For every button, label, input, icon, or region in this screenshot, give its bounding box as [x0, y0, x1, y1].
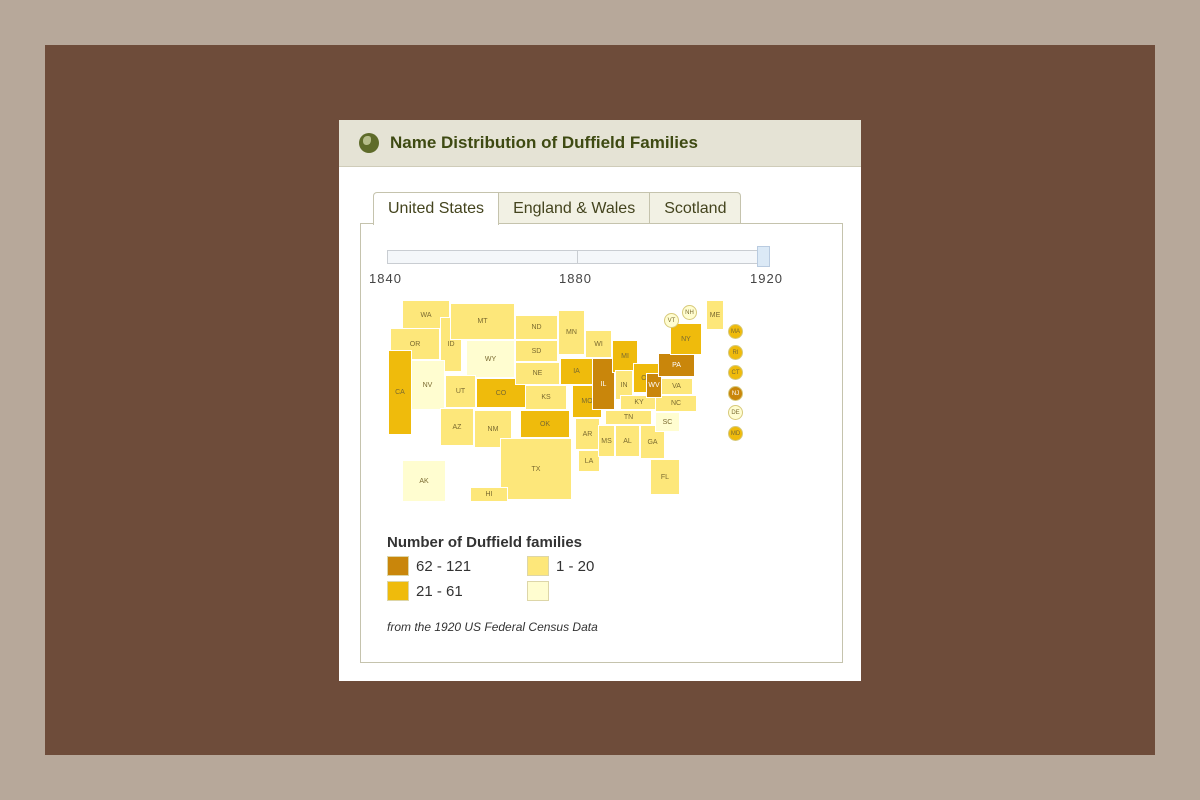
us-map: WA OR ID MT WY NV CA UT CO AZ NM ND SD NE KS OK TX MN IA MO… — [388, 297, 748, 509]
state-callout-vt[interactable]: VT — [664, 313, 679, 328]
legend-item: 62 - 121 — [387, 556, 471, 576]
state-mt[interactable]: MT — [450, 303, 515, 340]
legend-swatch — [387, 556, 409, 576]
state-nc[interactable]: NC — [655, 395, 697, 412]
legend-label: 21 - 61 — [416, 582, 463, 600]
state-va[interactable]: VA — [660, 378, 693, 395]
widget-title: Name Distribution of Duffield Families — [390, 133, 698, 152]
state-callout-md[interactable]: MD — [728, 426, 743, 441]
tab-panel: 1840 1880 1920 WA OR ID MT WY NV CA UT CO AZ NM ND S… — [360, 223, 843, 663]
state-callout-de[interactable]: DE — [728, 405, 743, 420]
legend-label: 1 - 20 — [556, 557, 595, 575]
state-tn[interactable]: TN — [605, 410, 652, 425]
legend-item: 21 - 61 — [387, 581, 463, 601]
legend-item: 1 - 20 — [527, 556, 594, 576]
year-slider-track[interactable] — [387, 250, 769, 264]
state-wv[interactable]: WV — [646, 373, 662, 398]
state-callout-nh[interactable]: NH — [682, 305, 697, 320]
state-ok[interactable]: OK — [520, 410, 570, 438]
state-sd[interactable]: SD — [515, 340, 558, 362]
state-wi[interactable]: WI — [585, 330, 612, 358]
state-hi[interactable]: HI — [470, 487, 508, 502]
legend-swatch — [527, 556, 549, 576]
state-ny[interactable]: NY — [670, 323, 702, 355]
tab-england-wales[interactable]: England & Wales — [499, 192, 651, 224]
legend-item — [527, 581, 556, 601]
state-ak[interactable]: AK — [402, 460, 446, 502]
state-callout-ma[interactable]: MA — [728, 324, 743, 339]
state-wy[interactable]: WY — [466, 340, 515, 378]
state-tx[interactable]: TX — [500, 438, 572, 500]
tick-1840: 1840 — [369, 271, 402, 286]
tab-scotland[interactable]: Scotland — [650, 192, 742, 224]
state-callout-nj[interactable]: NJ — [728, 386, 743, 401]
state-me[interactable]: ME — [706, 300, 724, 330]
state-callout-ct[interactable]: CT — [728, 365, 743, 380]
state-mi[interactable]: MI — [612, 340, 638, 373]
legend-title: Number of Duffield families — [387, 534, 583, 551]
country-tabs: United States England & Wales Scotland — [373, 192, 742, 225]
tick-1920: 1920 — [750, 271, 783, 286]
tab-united-states[interactable]: United States — [373, 192, 500, 225]
state-sc[interactable]: SC — [655, 412, 680, 432]
state-pa[interactable]: PA — [658, 353, 695, 377]
name-distribution-widget: Name Distribution of Duffield Families U… — [339, 120, 861, 681]
state-callout-ri[interactable]: RI — [728, 345, 743, 360]
state-mn[interactable]: MN — [558, 310, 585, 355]
state-il[interactable]: IL — [592, 358, 615, 410]
state-nd[interactable]: ND — [515, 315, 558, 340]
legend-label: 62 - 121 — [416, 557, 472, 575]
year-slider-thumb[interactable] — [757, 246, 770, 267]
legend-swatch — [527, 581, 549, 601]
tick-1880: 1880 — [559, 271, 592, 286]
state-fl[interactable]: FL — [650, 459, 680, 495]
state-ar[interactable]: AR — [575, 418, 600, 450]
legend-swatch — [387, 581, 409, 601]
state-ut[interactable]: UT — [445, 375, 476, 408]
state-az[interactable]: AZ — [440, 408, 474, 446]
state-la[interactable]: LA — [578, 450, 600, 472]
state-al[interactable]: AL — [615, 425, 640, 457]
state-ia[interactable]: IA — [560, 358, 593, 385]
globe-icon — [359, 133, 379, 153]
state-ne[interactable]: NE — [515, 362, 560, 385]
state-ks[interactable]: KS — [525, 385, 567, 410]
widget-header: Name Distribution of Duffield Families — [339, 120, 861, 167]
state-ms[interactable]: MS — [598, 425, 615, 457]
state-nv[interactable]: NV — [410, 360, 445, 410]
source-note: from the 1920 US Federal Census Data — [387, 620, 598, 634]
state-ca[interactable]: CA — [388, 350, 412, 435]
